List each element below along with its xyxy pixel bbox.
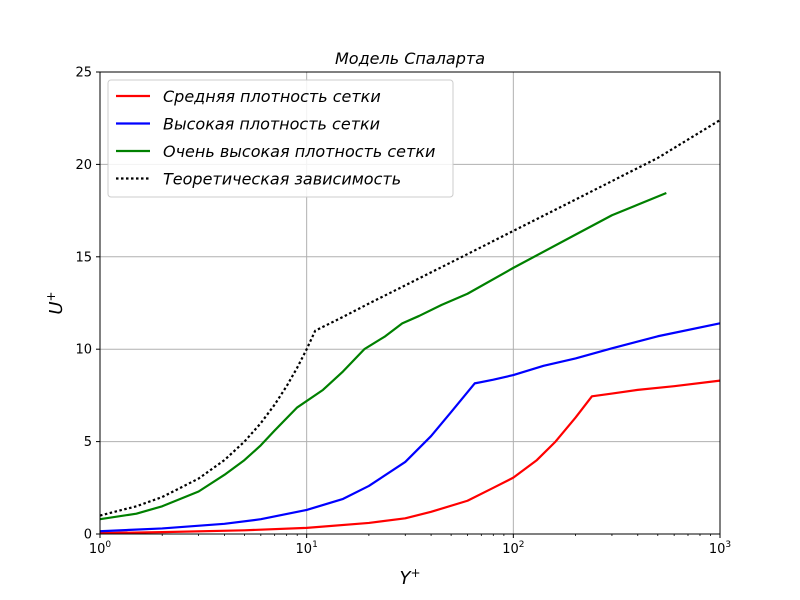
- x-tick-base: 10: [709, 542, 726, 557]
- y-tick-label: 0: [84, 528, 92, 543]
- series-line-4: [99, 119, 721, 517]
- chart-title: Модель Спаларта: [335, 49, 485, 68]
- x-tick-exponent: 3: [725, 540, 731, 550]
- y-tick-label: 10: [75, 343, 92, 358]
- y-tick-label: 20: [75, 158, 92, 173]
- x-axis-label-sup: +: [410, 566, 420, 580]
- legend-label: Высокая плотность сетки: [163, 115, 380, 134]
- x-axis-label-main: Y: [399, 568, 412, 589]
- y-axis-label: U+: [44, 291, 67, 314]
- x-tick-base: 10: [296, 542, 313, 557]
- x-tick-base: 10: [89, 542, 106, 557]
- plot-frame: [99, 71, 721, 535]
- legend-label: Средняя плотность сетки: [163, 87, 381, 106]
- x-tick-label: 101: [296, 540, 318, 557]
- legend-label: Очень высокая плотность сетки: [163, 142, 435, 161]
- x-tick-exponent: 1: [312, 540, 318, 550]
- y-tick-label: 25: [75, 66, 92, 81]
- x-axis-label: Y+: [399, 566, 420, 589]
- x-tick-label: 102: [502, 540, 524, 557]
- series-layer: [99, 119, 721, 535]
- x-tick-exponent: 0: [105, 540, 111, 550]
- x-tick-base: 10: [502, 542, 519, 557]
- x-tick-label: 100: [89, 540, 112, 557]
- legend-box: [107, 79, 454, 198]
- y-tick-label: 15: [75, 250, 92, 265]
- series-line-2: [99, 322, 721, 533]
- y-axis-label-main: U: [46, 301, 67, 314]
- legend: Средняя плотность сетки Высокая плотность…: [107, 79, 454, 198]
- x-tick-label: 103: [709, 540, 731, 557]
- y-tick-label: 5: [84, 435, 92, 450]
- series-line-1: [99, 379, 721, 535]
- series-line-3: [99, 192, 667, 521]
- x-tick-exponent: 2: [519, 540, 525, 550]
- y-axis-label-sup: +: [44, 291, 58, 301]
- legend-label: Теоретическая зависимость: [163, 170, 401, 189]
